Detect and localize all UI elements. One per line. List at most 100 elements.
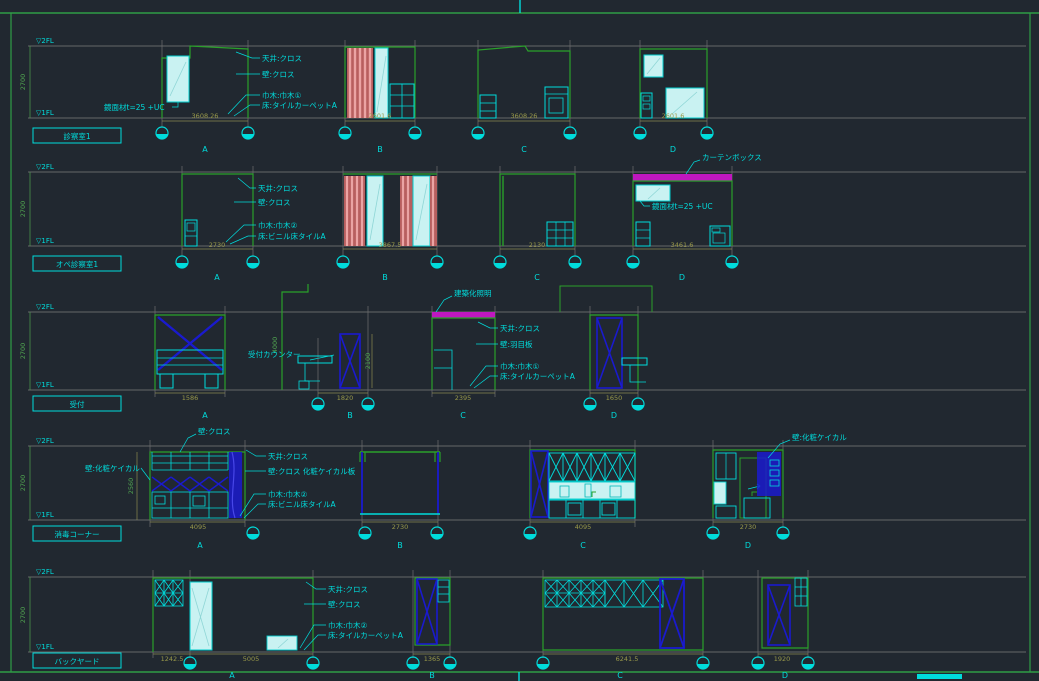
fl-2fl-label: ▽2FL	[36, 37, 54, 45]
curtain-box-annotation: カーテンボックス	[702, 153, 762, 162]
row-3-reception: ▽2FL ▽1FL 2700 受付 1586 A 4000 受付カウンター 21…	[19, 284, 1026, 420]
wall-d-annotation: 壁:化粧ケイカル	[792, 432, 847, 442]
dim-text: 5005	[243, 655, 260, 663]
finish-annotations-r3	[469, 321, 498, 389]
section-marker-icon	[751, 656, 765, 670]
elevation-r4-d: 壁:化粧ケイカル 2730 D	[706, 432, 847, 550]
floor-finish: 床:タイルカーペットA	[500, 371, 576, 381]
elevation-letter: B	[429, 671, 435, 680]
dim-text: 4095	[575, 523, 592, 531]
fl-2fl-label: ▽2FL	[36, 437, 54, 445]
dim-text: 6241.5	[616, 655, 639, 663]
section-marker-icon	[633, 126, 647, 140]
counter-annotation: 受付カウンター	[248, 349, 301, 359]
section-marker-icon	[406, 656, 420, 670]
elevation-letter: C	[460, 411, 466, 420]
section-marker-icon	[696, 656, 710, 670]
dim-text: 3608.26	[192, 112, 219, 120]
elevation-letter: A	[214, 273, 220, 282]
dim-text: 3867.5	[379, 241, 402, 249]
ceiling-finish: 天井:クロス	[500, 323, 540, 333]
section-marker-icon	[358, 526, 372, 540]
height-dim: 2700	[19, 475, 27, 492]
elevation-letter: A	[202, 145, 208, 154]
fl-2fl-label: ▽2FL	[36, 568, 54, 576]
elevation-letter: A	[229, 671, 235, 680]
section-marker-icon	[536, 656, 550, 670]
section-marker-icon	[338, 126, 352, 140]
section-marker-icon	[183, 656, 197, 670]
section-marker-icon	[493, 255, 507, 269]
section-marker-icon	[336, 255, 350, 269]
section-marker-icon	[175, 255, 189, 269]
fl-1fl-label: ▽1FL	[36, 511, 54, 519]
elevation-r3-b: 4000 受付カウンター 2100 1820 B	[248, 284, 375, 420]
height-dim: 2700	[19, 201, 27, 218]
room-label: バックヤード	[55, 657, 100, 666]
dim-text: 1650	[606, 394, 623, 402]
section-marker-icon	[306, 656, 320, 670]
ceiling-finish: 天井:クロス	[258, 183, 298, 193]
floor-finish: 床:タイルカーペットA	[328, 630, 404, 640]
elevation-letter: C	[521, 145, 527, 154]
base-finish: 巾木:巾木①	[500, 361, 540, 371]
elevation-r5-b: 1365 B	[406, 570, 457, 680]
section-marker-icon	[776, 526, 790, 540]
elevation-r3-a: 1586 A	[154, 306, 226, 420]
floor-finish: 床:ビニル床タイルA	[268, 499, 337, 509]
dim-text: 1820	[337, 394, 354, 402]
room-label: オペ診察室1	[56, 259, 98, 269]
finish-annotations-r1	[227, 51, 260, 117]
wall-finish: 壁:クロス	[258, 197, 291, 207]
height-dim: 2700	[19, 343, 27, 360]
fl-1fl-label: ▽1FL	[36, 381, 54, 389]
dim-text: 3461.6	[671, 241, 694, 249]
counter-height-dim: 4000	[271, 337, 279, 354]
elevation-letter: B	[382, 273, 388, 282]
section-marker-icon	[706, 526, 720, 540]
millwork-height-dim: 2560	[127, 478, 135, 495]
row-4-disinfection: ▽2FL ▽1FL 2700 消毒コーナー 2560 壁:クロ	[19, 426, 1026, 550]
elevation-r4-a: 2560 壁:クロス 壁:化粧ケイカル 4095 A	[85, 426, 260, 550]
section-marker-icon	[583, 397, 597, 411]
elevation-r3-d: 1650 D	[559, 285, 653, 420]
wall-left-annotation: 壁:化粧ケイカル	[85, 463, 140, 473]
elevation-letter: D	[745, 541, 751, 550]
elevation-letter: A	[197, 541, 203, 550]
elevation-letter: B	[347, 411, 353, 420]
section-marker-icon	[725, 255, 739, 269]
elevation-r2-d: カーテンボックス 鏡面材t=25 +UC 3461.6 D	[626, 153, 762, 282]
fl-1fl-label: ▽1FL	[36, 237, 54, 245]
elevation-letter: D	[611, 411, 617, 420]
elevation-r5-d: 1920 D	[751, 570, 815, 680]
elevation-letter: D	[670, 145, 676, 154]
section-marker-icon	[155, 126, 169, 140]
base-finish: 巾木:巾木②	[328, 620, 368, 630]
elevation-letter: A	[202, 411, 208, 420]
elevation-r5-a: 1242.5 5005 A	[152, 570, 320, 680]
section-marker-icon	[430, 526, 444, 540]
shelf-height-dim: 2100	[364, 353, 372, 370]
elevation-r3-c: 建築化照明 2395 C	[431, 288, 496, 420]
elevation-r1-b: 2601.6 B	[338, 40, 422, 154]
elevation-r5-c: 6241.5 C	[536, 570, 710, 680]
row-2-ope: ▽2FL ▽1FL 2700 オペ診察室1 2730 A 天井:クロス 壁:クロ…	[19, 153, 1026, 282]
dim-text: 1586	[182, 394, 199, 402]
section-marker-icon	[241, 126, 255, 140]
ceiling-finish: 天井:クロス	[268, 451, 308, 461]
dim-text: 2601.6	[369, 112, 392, 120]
elevation-letter: D	[679, 273, 685, 282]
elevation-letter: B	[377, 145, 383, 154]
room-label: 診察室1	[63, 131, 90, 141]
wall-finish: 壁:クロス 化粧ケイカル板	[268, 466, 356, 476]
height-dim: 2700	[19, 74, 27, 91]
dim-text: 2730	[392, 523, 409, 531]
base-finish: 巾木:巾木①	[262, 90, 302, 100]
dim-text: 2730	[209, 241, 226, 249]
room-label: 消毒コーナー	[55, 529, 100, 539]
wall-finish: 壁:クロス	[328, 599, 361, 609]
section-marker-icon	[361, 397, 375, 411]
finish-annotations-r4	[239, 449, 266, 519]
